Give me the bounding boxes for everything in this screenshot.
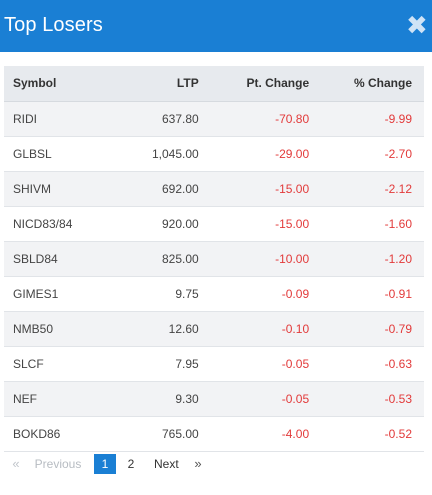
pagination: « Previous 1 2 Next » [4,453,205,475]
pct-change-cell: -1.60 [384,216,412,231]
pct-change-cell: -0.91 [384,286,412,301]
pct-change-cell: -9.99 [384,111,412,126]
pt-change-cell: -0.05 [281,356,310,371]
first-page-button[interactable]: « [12,456,20,471]
column-header-pct-change[interactable]: % Change [309,66,424,102]
column-header-ltp[interactable]: LTP [120,66,199,102]
column-header-symbol[interactable]: Symbol [4,66,121,102]
pct-change-cell: -0.79 [384,321,412,336]
pct-change-cell: -1.20 [384,251,412,266]
ltp-cell: 692.00 [162,181,199,196]
pt-change-cell: -0.05 [281,391,310,406]
table-row[interactable]: NEF 9.30 -0.05 -0.53 [4,381,424,416]
table-row[interactable]: GLBSL 1,045.00 -29.00 -2.70 [4,136,424,171]
pct-change-cell: -2.70 [384,146,412,161]
close-icon[interactable]: ✖ [406,10,428,40]
pt-change-cell: -15.00 [275,181,310,196]
table-row[interactable]: SBLD84 825.00 -10.00 -1.20 [4,241,424,276]
table-row[interactable]: GIMES1 9.75 -0.09 -0.91 [4,276,424,311]
pct-change-cell: -2.12 [384,181,412,196]
symbol-cell: SLCF [13,356,44,371]
symbol-cell: SHIVM [13,181,52,196]
ltp-cell: 9.75 [175,286,199,301]
symbol-cell: NICD83/84 [13,216,73,231]
pt-change-cell: -15.00 [275,216,310,231]
losers-table-container: Symbol LTP Pt. Change % Change RIDI 637.8… [4,66,424,452]
pt-change-cell: -4.00 [281,426,310,441]
pct-change-cell: -0.63 [384,356,412,371]
symbol-cell: NEF [13,391,37,406]
pt-change-cell: -10.00 [275,251,310,266]
symbol-cell: GLBSL [13,146,52,161]
symbol-cell: NMB50 [13,321,54,336]
page-2-button[interactable]: 2 [127,457,135,471]
pt-change-cell: -0.10 [281,321,310,336]
table-header-row: Symbol LTP Pt. Change % Change [4,66,424,102]
ltp-cell: 637.80 [162,111,199,126]
pct-change-cell: -0.53 [384,391,412,406]
losers-table: Symbol LTP Pt. Change % Change RIDI 637.8… [4,66,424,452]
ltp-cell: 7.95 [175,356,199,371]
pt-change-cell: -29.00 [275,146,310,161]
ltp-cell: 825.00 [162,251,199,266]
table-row[interactable]: SLCF 7.95 -0.05 -0.63 [4,346,424,381]
table-row[interactable]: NMB50 12.60 -0.10 -0.79 [4,311,424,346]
page-1-button[interactable]: 1 [94,454,116,474]
table-row[interactable]: BOKD86 765.00 -4.00 -0.52 [4,416,424,451]
symbol-cell: SBLD84 [13,251,58,266]
previous-page-button[interactable]: Previous [34,457,82,471]
ltp-cell: 920.00 [162,216,199,231]
pt-change-cell: -70.80 [275,111,310,126]
table-row[interactable]: NICD83/84 920.00 -15.00 -1.60 [4,206,424,241]
symbol-cell: BOKD86 [13,426,61,441]
table-row[interactable]: RIDI 637.80 -70.80 -9.99 [4,101,424,136]
symbol-cell: GIMES1 [13,286,59,301]
next-page-button[interactable]: Next [154,457,179,471]
ltp-cell: 9.30 [175,391,199,406]
column-header-pt-change[interactable]: Pt. Change [198,66,310,102]
symbol-cell: RIDI [13,111,37,126]
ltp-cell: 765.00 [162,426,199,441]
modal-title: Top Losers [4,14,103,36]
pt-change-cell: -0.09 [281,286,310,301]
modal-header: Top Losers ✖ [0,0,432,52]
last-page-button[interactable]: » [194,456,202,471]
table-row[interactable]: SHIVM 692.00 -15.00 -2.12 [4,171,424,206]
pct-change-cell: -0.52 [384,426,412,441]
ltp-cell: 1,045.00 [151,146,199,161]
ltp-cell: 12.60 [168,321,199,336]
